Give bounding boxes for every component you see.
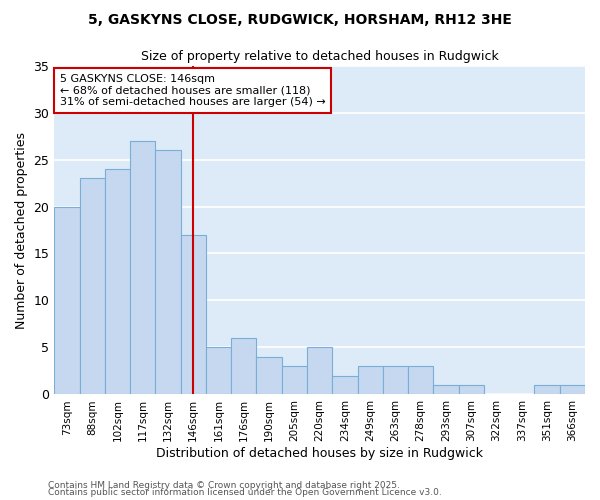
Bar [54, 206, 80, 394]
Bar [80, 178, 105, 394]
Bar [560, 385, 585, 394]
Bar [307, 348, 332, 395]
Bar [282, 366, 307, 394]
Bar [332, 376, 358, 394]
Text: Contains HM Land Registry data © Crown copyright and database right 2025.: Contains HM Land Registry data © Crown c… [48, 480, 400, 490]
Bar [105, 169, 130, 394]
Bar [231, 338, 256, 394]
Y-axis label: Number of detached properties: Number of detached properties [15, 132, 28, 328]
Bar [181, 234, 206, 394]
Bar [130, 140, 155, 394]
Bar [358, 366, 383, 394]
Bar [256, 357, 282, 395]
Bar [433, 385, 458, 394]
Text: Contains public sector information licensed under the Open Government Licence v3: Contains public sector information licen… [48, 488, 442, 497]
Bar [535, 385, 560, 394]
Bar [408, 366, 433, 394]
Bar [458, 385, 484, 394]
Bar [155, 150, 181, 394]
Bar [206, 348, 231, 395]
Text: 5, GASKYNS CLOSE, RUDGWICK, HORSHAM, RH12 3HE: 5, GASKYNS CLOSE, RUDGWICK, HORSHAM, RH1… [88, 12, 512, 26]
Title: Size of property relative to detached houses in Rudgwick: Size of property relative to detached ho… [141, 50, 499, 63]
Text: 5 GASKYNS CLOSE: 146sqm
← 68% of detached houses are smaller (118)
31% of semi-d: 5 GASKYNS CLOSE: 146sqm ← 68% of detache… [59, 74, 325, 107]
X-axis label: Distribution of detached houses by size in Rudgwick: Distribution of detached houses by size … [156, 447, 483, 460]
Bar [383, 366, 408, 394]
